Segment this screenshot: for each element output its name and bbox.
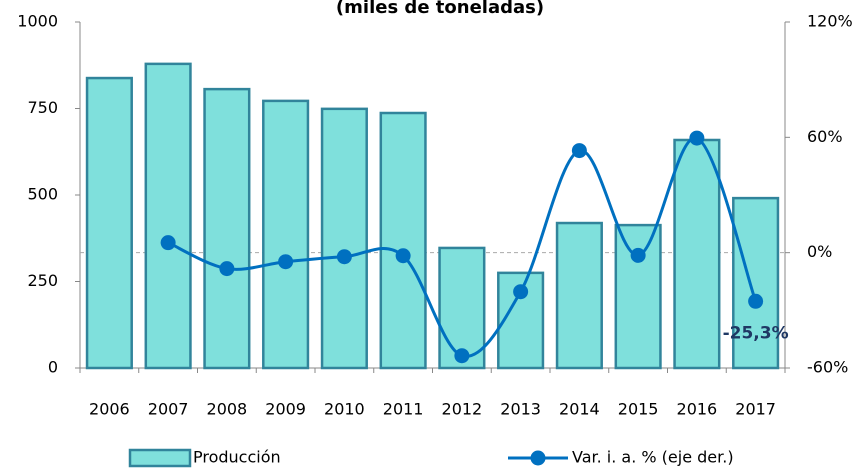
point xyxy=(689,130,705,146)
y2-tick-label: 0% xyxy=(807,242,832,261)
point xyxy=(748,293,764,309)
y-tick-label: 0 xyxy=(48,358,58,377)
bar xyxy=(732,196,780,370)
x-tick-label: 2008 xyxy=(207,400,248,419)
data-label: -25,3% xyxy=(723,323,789,343)
x-tick-label: 2011 xyxy=(383,400,424,419)
bar xyxy=(203,87,251,370)
bar xyxy=(673,138,721,370)
chart-title: (miles de toneladas) xyxy=(336,0,544,18)
y2-tick-label: 120% xyxy=(807,12,853,31)
point xyxy=(219,261,235,277)
point xyxy=(630,247,646,263)
point xyxy=(395,248,411,264)
bar xyxy=(144,62,192,370)
point xyxy=(513,284,529,300)
point xyxy=(454,348,470,364)
x-tick-label: 2013 xyxy=(500,400,541,419)
y-tick-label: 750 xyxy=(27,98,58,117)
x-tick-label: 2015 xyxy=(618,400,659,419)
bar xyxy=(262,99,310,370)
x-tick-label: 2007 xyxy=(148,400,189,419)
x-tick-label: 2009 xyxy=(265,400,306,419)
y2-tick-label: -60% xyxy=(807,358,848,377)
legend-label: Var. i. a. % (eje der.) xyxy=(572,448,734,467)
x-tick-label: 2006 xyxy=(89,400,130,419)
y-tick-label: 250 xyxy=(27,271,58,290)
point xyxy=(278,254,294,270)
y2-tick-label: 60% xyxy=(807,127,843,146)
legend-swatch xyxy=(128,448,192,468)
bar xyxy=(555,221,603,370)
point xyxy=(160,235,176,251)
x-tick-label: 2012 xyxy=(442,400,483,419)
x-tick-label: 2014 xyxy=(559,400,600,419)
point xyxy=(336,249,352,265)
x-tick-label: 2016 xyxy=(677,400,718,419)
legend-label: Producción xyxy=(193,448,281,467)
bar xyxy=(614,223,662,370)
x-tick-label: 2010 xyxy=(324,400,365,419)
bar xyxy=(379,111,427,370)
y-tick-label: 1000 xyxy=(17,12,58,31)
bar xyxy=(320,107,368,370)
y-tick-label: 500 xyxy=(27,185,58,204)
legend-swatch xyxy=(530,450,546,466)
bar xyxy=(438,246,486,370)
bar xyxy=(85,76,133,370)
point xyxy=(571,143,587,159)
x-tick-label: 2017 xyxy=(735,400,776,419)
